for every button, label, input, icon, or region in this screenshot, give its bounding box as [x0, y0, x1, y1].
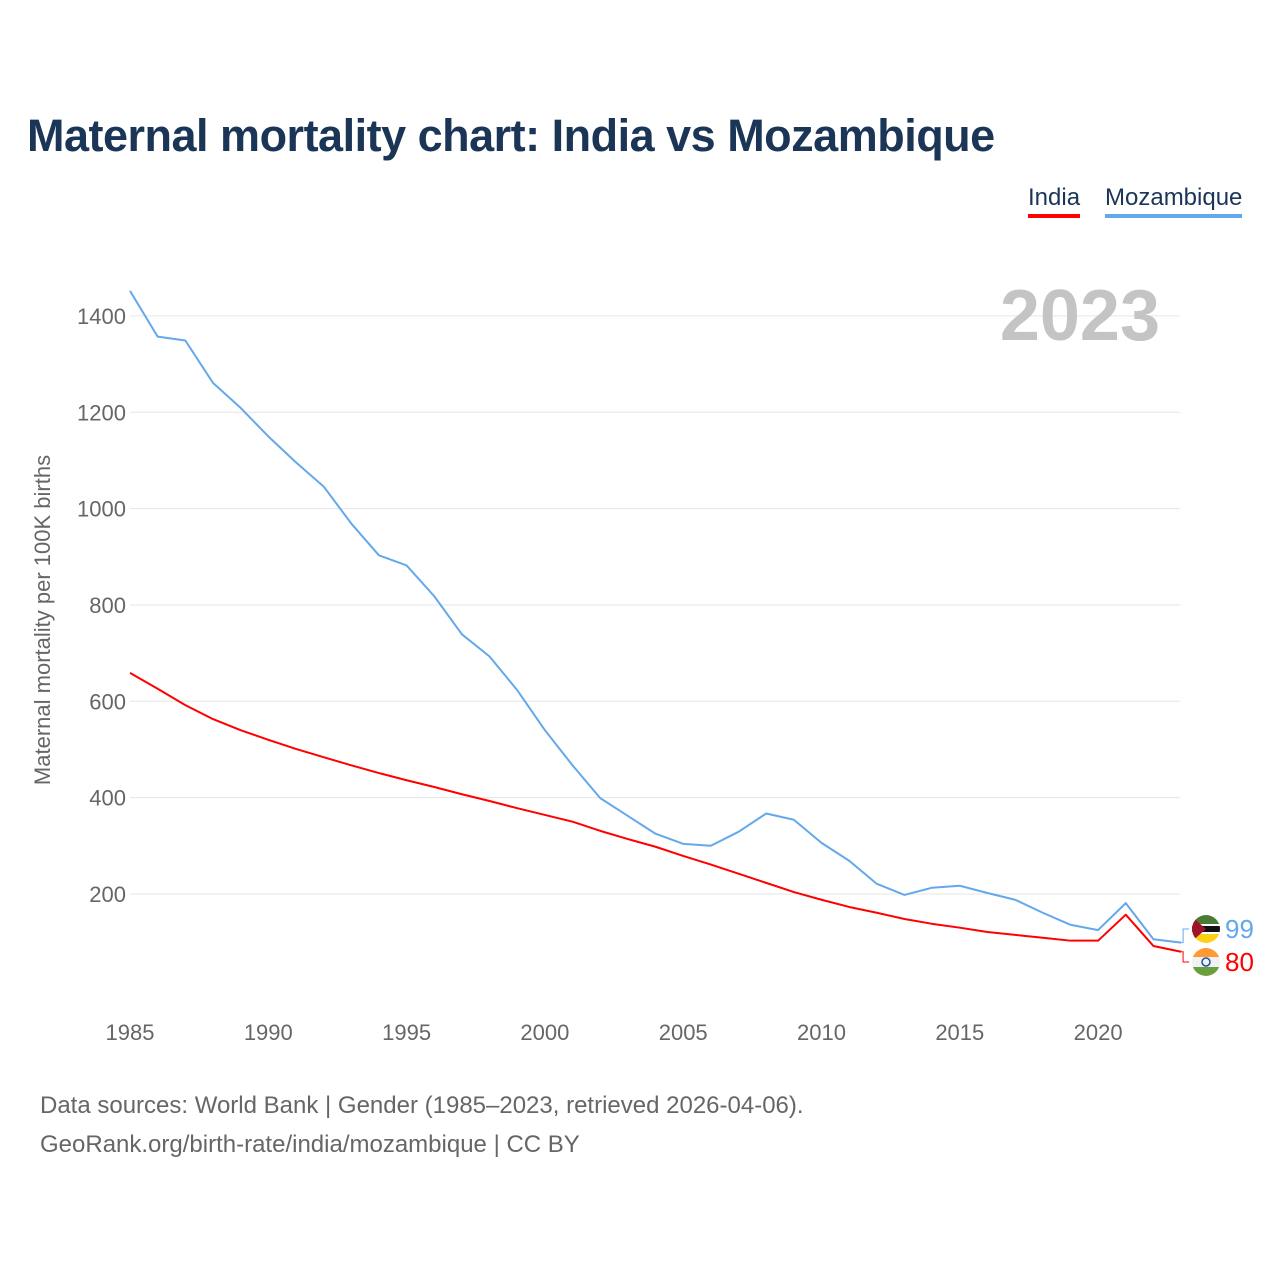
- x-tick-label: 1985: [106, 1020, 155, 1045]
- footer: Data sources: World Bank | Gender (1985–…: [40, 1086, 804, 1164]
- y-tick-label: 800: [89, 593, 126, 618]
- india-flag-icon: [1192, 948, 1220, 976]
- series-line-mozambique: [129, 290, 1182, 944]
- y-tick-label: 1400: [77, 304, 126, 329]
- source-link[interactable]: GeoRank.org/birth-rate/india/mozambique …: [40, 1131, 580, 1158]
- x-tick-label: 2020: [1074, 1020, 1123, 1045]
- y-tick-label: 600: [89, 689, 126, 714]
- series-line-india: [129, 671, 1182, 953]
- x-tick-label: 2010: [797, 1020, 846, 1045]
- y-tick-label: 200: [89, 882, 126, 907]
- y-tick-label: 1200: [77, 400, 126, 425]
- legend-mozambique[interactable]: Mozambique: [1105, 184, 1243, 218]
- y-tick-label: 1000: [77, 497, 126, 522]
- x-tick-label: 1995: [382, 1020, 431, 1045]
- y-axis-label: Maternal mortality per 100K births: [30, 455, 55, 785]
- x-tick-label: 2015: [935, 1020, 984, 1045]
- end-label-mozambique: 99: [1225, 914, 1254, 944]
- x-tick-label: 2005: [659, 1020, 708, 1045]
- year-watermark: 2023: [1000, 276, 1160, 356]
- source-note: Data sources: World Bank | Gender (1985–…: [40, 1092, 804, 1119]
- page-title: Maternal mortality chart: India vs Mozam…: [27, 110, 995, 161]
- x-tick-label: 2000: [520, 1020, 569, 1045]
- end-label-india: 80: [1225, 947, 1254, 977]
- y-tick-label: 400: [89, 786, 126, 811]
- leader-line-mozambique: [1181, 928, 1190, 944]
- mozambique-flag-icon: [1192, 915, 1220, 943]
- x-tick-label: 1990: [244, 1020, 293, 1045]
- leader-line-india: [1181, 951, 1190, 963]
- legend-india[interactable]: India: [1028, 184, 1081, 218]
